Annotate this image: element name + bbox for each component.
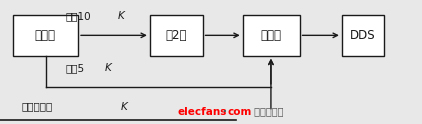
Text: K: K — [120, 102, 127, 112]
Bar — [243, 15, 300, 56]
Text: K: K — [105, 63, 112, 73]
Text: 频偏5: 频偏5 — [65, 63, 84, 73]
Text: ·: · — [223, 107, 227, 117]
Text: 电子发烧友: 电子发烧友 — [251, 107, 284, 117]
Text: K: K — [118, 11, 124, 21]
Bar — [342, 15, 384, 56]
Bar — [150, 15, 203, 56]
Text: 䅨2倍: 䅨2倍 — [165, 29, 187, 42]
Text: elecfans: elecfans — [177, 107, 227, 117]
Text: com: com — [227, 107, 252, 117]
Text: 频偏10: 频偏10 — [65, 11, 91, 21]
Text: 余弦波: 余弦波 — [35, 29, 56, 42]
Text: 加法器: 加法器 — [261, 29, 281, 42]
Bar — [13, 15, 78, 56]
Text: 频率控制字: 频率控制字 — [21, 102, 52, 112]
Text: DDS: DDS — [350, 29, 376, 42]
